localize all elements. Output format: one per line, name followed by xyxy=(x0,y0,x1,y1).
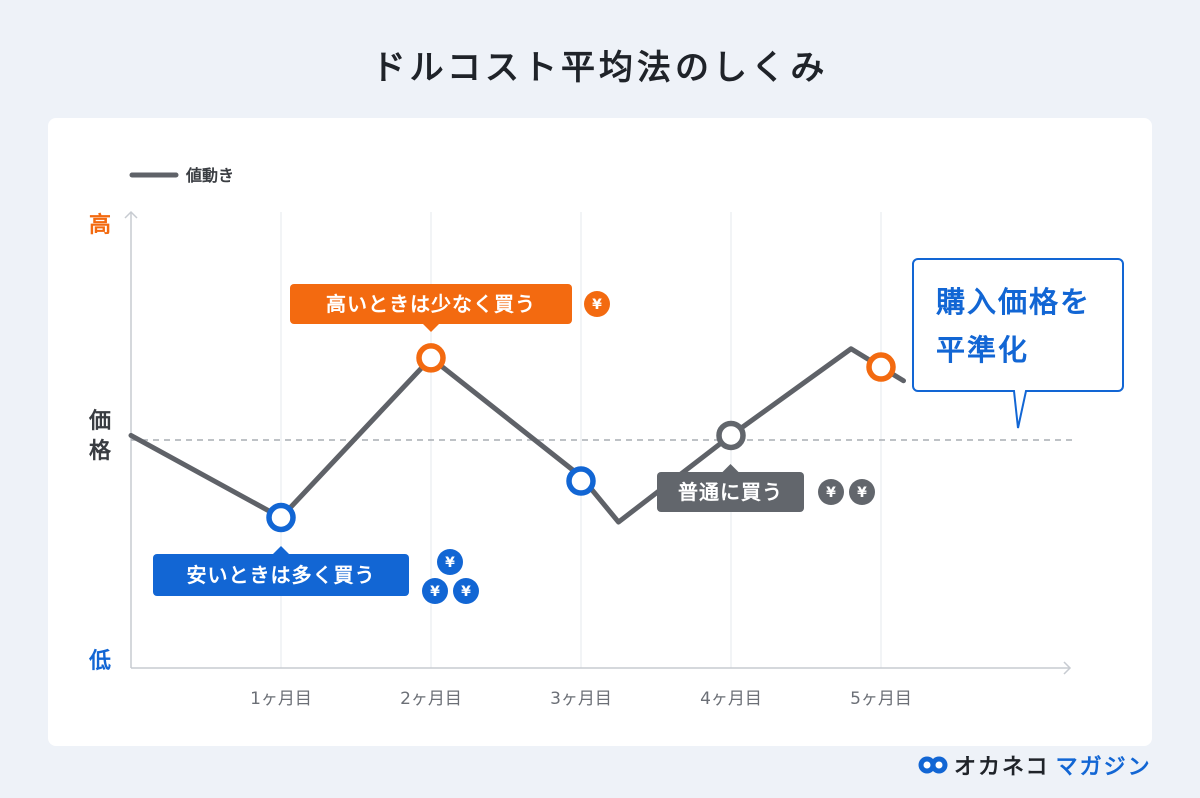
x-tick-label: 4ヶ月目 xyxy=(700,689,762,709)
callout-high-text: 高いときは少なく買う xyxy=(326,292,536,316)
callout-normal-text: 普通に買う xyxy=(678,480,783,504)
callout-normal-pointer xyxy=(722,464,739,472)
y-axis-high-label: 高 xyxy=(89,212,111,238)
price-line-series xyxy=(128,346,906,525)
yen-coin-icon xyxy=(818,479,844,505)
yen-coin-symbol: ¥ xyxy=(592,297,602,313)
cat-logo-icon xyxy=(918,756,948,774)
callout-high-box xyxy=(290,284,572,324)
yen-coin-icon xyxy=(437,549,463,575)
yen-coin-symbol: ¥ xyxy=(857,485,867,501)
result-text-line2: 平準化 xyxy=(936,333,1029,367)
brand-name-magazine: マガジン xyxy=(1055,755,1152,780)
chart-card xyxy=(48,118,1152,746)
purchase-point-marker xyxy=(416,343,446,373)
y-axis-price-label: 価 xyxy=(88,409,111,434)
y-axis-low-label: 低 xyxy=(88,649,111,674)
callout-low-text: 安いときは多く買う xyxy=(187,563,376,587)
x-tick-label: 3ヶ月目 xyxy=(550,689,612,709)
page-title: ドルコスト平均法のしくみ xyxy=(371,48,829,88)
yen-coin-icon xyxy=(849,479,875,505)
x-tick-label: 5ヶ月目 xyxy=(850,689,912,709)
yen-coin-symbol: ¥ xyxy=(461,584,471,600)
yen-coin-icon xyxy=(584,291,610,317)
purchase-point-marker xyxy=(566,466,596,496)
callout-low-pointer xyxy=(273,546,289,554)
x-tick-label: 1ヶ月目 xyxy=(250,689,312,709)
x-axis-arrow-icon xyxy=(1063,661,1072,675)
yen-coin-symbol: ¥ xyxy=(826,485,836,501)
brand-name-okaneko: オカネコ xyxy=(954,755,1050,780)
result-text-line1: 購入価格を xyxy=(936,285,1091,319)
legend-label: 値動き xyxy=(185,166,234,185)
yen-coin-icon xyxy=(422,578,448,604)
callout-low-box xyxy=(153,554,409,596)
result-speech-bubble xyxy=(912,258,1124,429)
y-axis-price-label: 格 xyxy=(89,438,112,464)
purchase-point-marker xyxy=(866,352,896,382)
callout-high-pointer xyxy=(423,324,439,332)
callout-normal-box xyxy=(657,472,804,512)
yen-coin-icon xyxy=(453,578,479,604)
brand-logo: オカネコ マガジン xyxy=(918,748,1152,782)
yen-coin-symbol: ¥ xyxy=(445,555,455,571)
yen-coin-symbol: ¥ xyxy=(430,584,440,600)
purchase-point-marker xyxy=(716,420,746,451)
x-tick-label: 2ヶ月目 xyxy=(400,689,462,709)
y-axis-arrow-icon xyxy=(124,210,138,219)
purchase-point-marker xyxy=(266,502,296,533)
